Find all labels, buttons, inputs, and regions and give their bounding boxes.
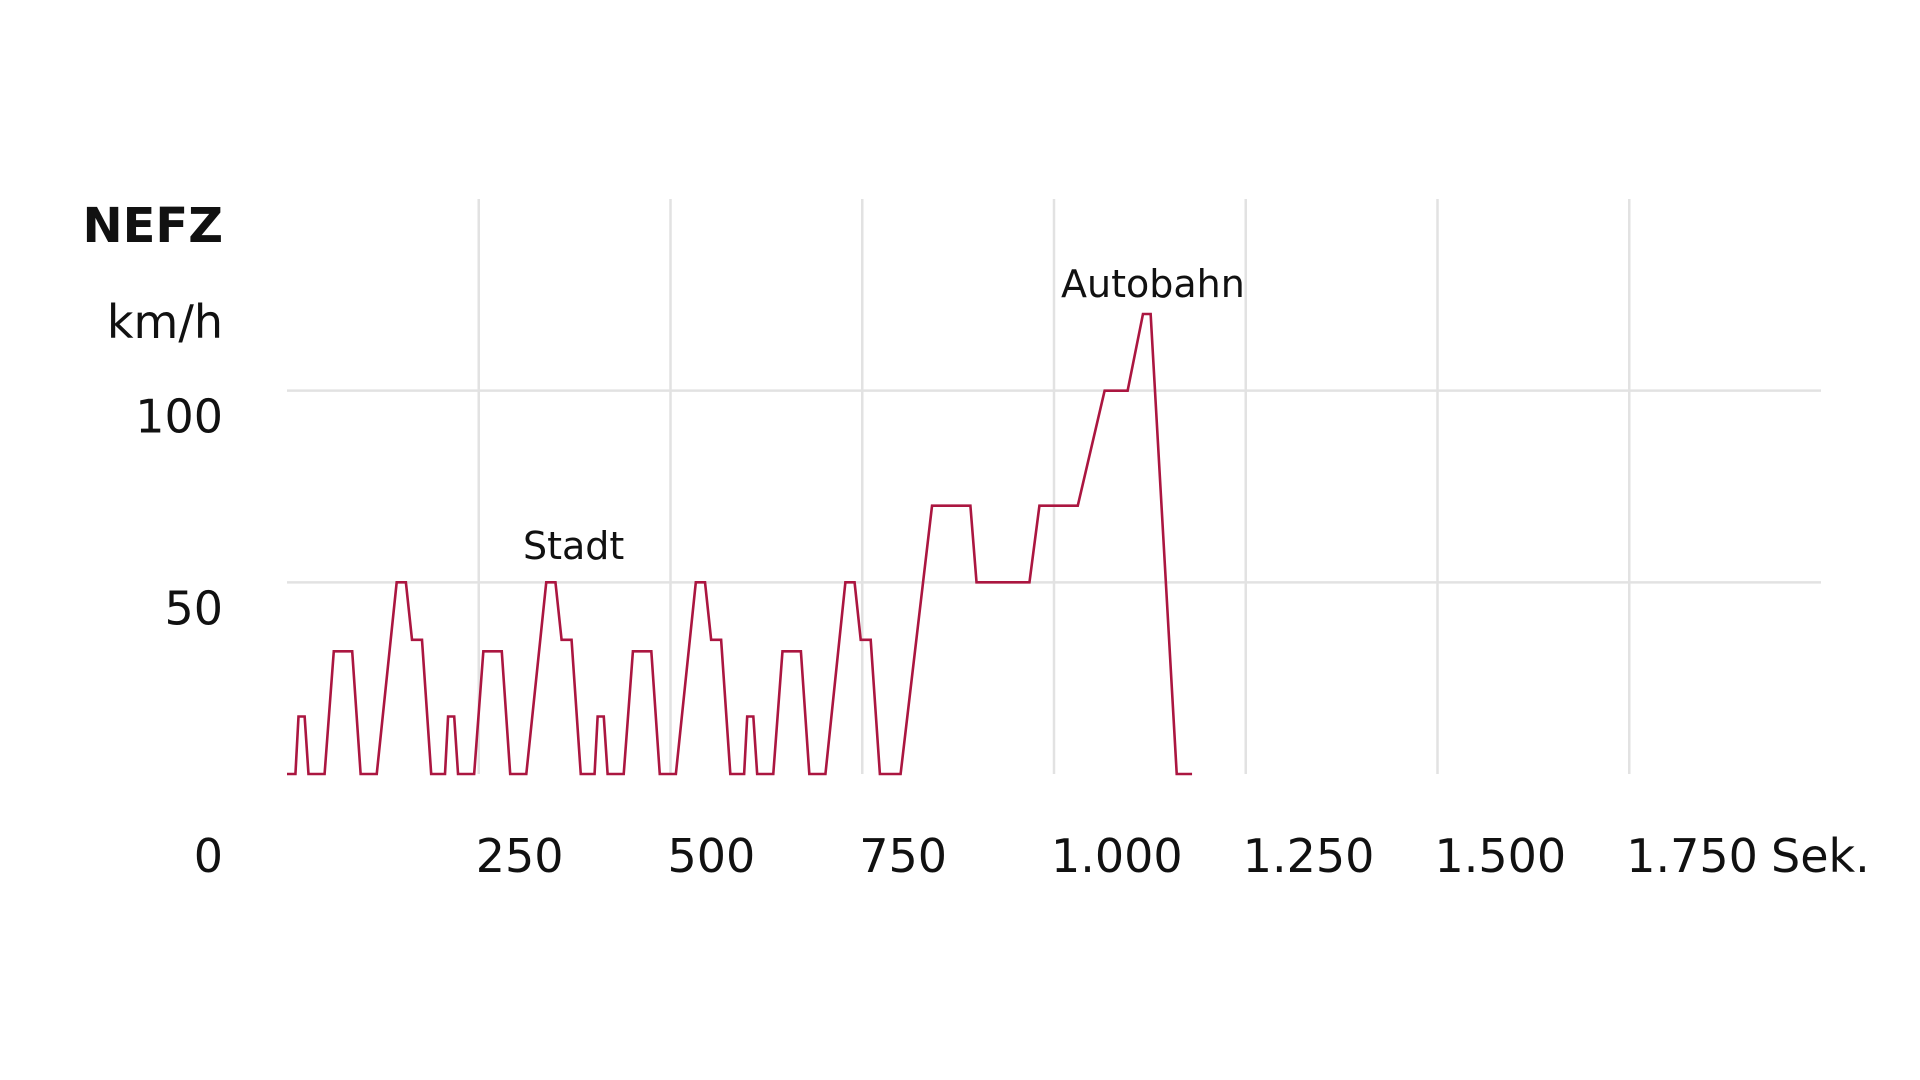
y-tick-label: 0 xyxy=(194,829,223,883)
x-tick-label: 500 xyxy=(668,829,756,883)
y-axis-label: km/h xyxy=(107,295,223,349)
y-tick-label: 100 xyxy=(135,390,223,444)
annotation: Stadt xyxy=(523,524,624,568)
chart-title: NEFZ xyxy=(82,198,223,254)
x-tick-label: 1.750 xyxy=(1626,829,1758,883)
data-line xyxy=(287,312,1193,776)
x-tick-label: 750 xyxy=(859,829,947,883)
x-tick-label: 1.000 xyxy=(1051,829,1183,883)
annotation: Autobahn xyxy=(1061,262,1245,306)
x-axis-label: Sek. xyxy=(1771,829,1870,883)
x-tick-label: 1.500 xyxy=(1435,829,1567,883)
y-tick-label: 50 xyxy=(164,581,223,635)
x-tick-label: 1.250 xyxy=(1243,829,1375,883)
x-tick-label: 250 xyxy=(476,829,564,883)
